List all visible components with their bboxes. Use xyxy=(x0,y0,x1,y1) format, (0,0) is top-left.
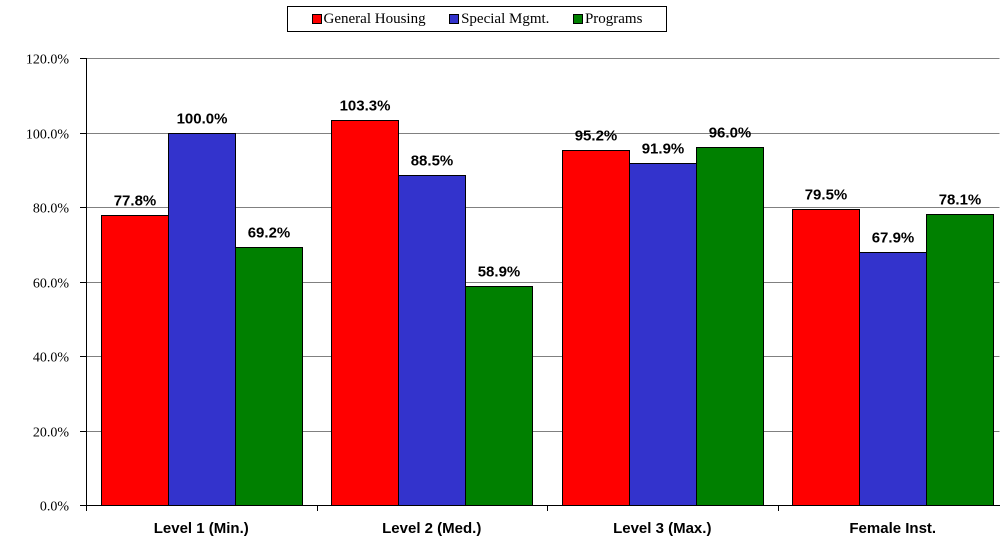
data-label-general-housing-level-1-min: 77.8% xyxy=(114,193,157,210)
bar-special-mgmt-level-1-min xyxy=(168,133,236,506)
y-tick-label: 20.0% xyxy=(33,425,70,440)
data-label-special-mgmt-level-1-min: 100.0% xyxy=(177,111,228,128)
x-category-label: Level 3 (Max.) xyxy=(613,520,711,537)
data-label-special-mgmt-level-3-max: 91.9% xyxy=(642,141,685,158)
data-label-special-mgmt-level-2-med: 88.5% xyxy=(411,153,454,170)
legend-item-special-mgmt: Special Mgmt. xyxy=(449,11,549,28)
data-label-programs-level-1-min: 69.2% xyxy=(248,225,291,242)
bar-special-mgmt-level-2-med xyxy=(398,175,466,506)
bar-general-housing-level-1-min xyxy=(101,215,169,506)
bar-general-housing-level-3-max xyxy=(562,150,630,506)
bar-general-housing-female-inst xyxy=(792,209,860,506)
bar-special-mgmt-female-inst xyxy=(859,252,927,506)
y-tick-label: 40.0% xyxy=(33,350,70,365)
legend-swatch xyxy=(449,14,460,24)
legend-swatch xyxy=(572,14,583,24)
data-label-general-housing-level-2-med: 103.3% xyxy=(340,98,391,115)
x-category-label: Female Inst. xyxy=(849,520,936,537)
legend: General Housing Special Mgmt. Programs xyxy=(287,6,667,32)
bar-general-housing-level-2-med xyxy=(331,120,399,506)
bar-programs-level-3-max xyxy=(696,147,764,506)
data-label-general-housing-level-3-max: 95.2% xyxy=(575,128,618,145)
y-tick-label: 120.0% xyxy=(26,52,70,67)
x-category-label: Level 2 (Med.) xyxy=(382,520,481,537)
legend-label: General Housing xyxy=(323,10,426,27)
y-tick-label: 80.0% xyxy=(33,201,70,216)
x-category-label: Level 1 (Min.) xyxy=(154,520,249,537)
data-label-programs-level-3-max: 96.0% xyxy=(709,125,752,142)
bar-programs-female-inst xyxy=(926,214,994,506)
data-label-programs-female-inst: 78.1% xyxy=(939,192,982,209)
bar-programs-level-1-min xyxy=(235,247,303,506)
legend-swatch xyxy=(311,14,322,24)
y-tick-label: 60.0% xyxy=(33,276,70,291)
data-label-general-housing-female-inst: 79.5% xyxy=(805,187,848,204)
legend-label: Programs xyxy=(584,10,643,27)
legend-item-general-housing: General Housing xyxy=(311,10,426,28)
legend-item-programs: Programs xyxy=(572,10,643,28)
y-tick-label: 0.0% xyxy=(40,499,70,514)
bar-special-mgmt-level-3-max xyxy=(629,163,697,506)
data-label-special-mgmt-female-inst: 67.9% xyxy=(872,230,915,247)
data-label-programs-level-2-med: 58.9% xyxy=(478,264,521,281)
legend-label: Special Mgmt. xyxy=(461,10,550,27)
bar-programs-level-2-med xyxy=(465,286,533,506)
y-tick-label: 100.0% xyxy=(26,127,70,142)
